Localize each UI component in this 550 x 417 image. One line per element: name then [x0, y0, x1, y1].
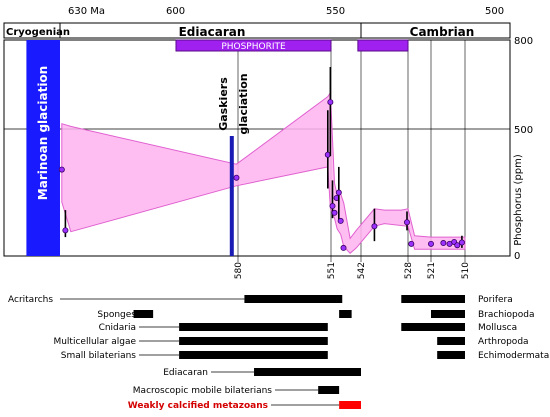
taxon-bar-9-0	[431, 310, 465, 318]
data-point-4	[327, 99, 334, 106]
period-header: Cryogenian Ediacaran Cambrian	[3, 22, 511, 39]
taxon-label-1: Sponges	[97, 310, 136, 320]
bottom-tick-label-510: 510	[461, 262, 471, 279]
gaskiers-label-line2: glaciation	[237, 73, 250, 134]
phosphorus-envelope	[61, 91, 466, 254]
data-point-0	[58, 166, 65, 173]
period-header-box	[3, 22, 511, 39]
right-tick-label-500: 500	[514, 125, 533, 136]
taxon-bar-3-0	[179, 337, 328, 345]
right-axis: 800 500 0 Phosphorus (ppm)	[513, 36, 533, 262]
data-point-10	[340, 244, 347, 251]
taxon-label-10: Mollusca	[478, 323, 517, 333]
bottom-tick-label-551: 551	[327, 262, 337, 279]
data-point-19	[458, 239, 465, 246]
taxon-bar-4-0	[179, 351, 328, 359]
taxon-bar-2-0	[179, 323, 328, 331]
vertical-gridlines	[237, 40, 466, 256]
data-point-5	[329, 203, 336, 210]
taxon-bar-5-1	[314, 368, 358, 376]
bottom-tick-label-521: 521	[427, 262, 437, 279]
data-point-18	[454, 242, 461, 249]
taxon-label-0: Acritarchs	[8, 295, 53, 305]
top-tick-label-630: 630 Ma	[68, 6, 105, 17]
taxon-bar-0-0	[244, 295, 331, 303]
taxon-label-8: Porifera	[478, 295, 513, 305]
data-point-2	[233, 174, 240, 181]
taxon-label-6: Macroscopic mobile bilaterians	[133, 386, 273, 396]
data-point-12	[403, 219, 410, 226]
taxon-label-2: Cnidaria	[99, 323, 136, 333]
data-points	[58, 67, 465, 251]
data-point-9	[337, 217, 344, 224]
top-tick-label-600: 600	[166, 6, 185, 17]
phosphorite-bar-cambrian	[357, 39, 409, 52]
taxon-label-7: Weakly calcified metazoans	[128, 401, 268, 411]
data-point-1	[62, 227, 69, 234]
taxon-label-4: Small bilaterians	[61, 351, 137, 361]
bottom-tick-label-528: 528	[404, 262, 414, 279]
data-point-11	[371, 223, 378, 230]
taxon-bar-12-0	[437, 351, 465, 359]
taxon-bar-6-0	[318, 386, 340, 394]
data-point-13	[408, 240, 415, 247]
right-tick-label-0: 0	[514, 251, 520, 262]
bottom-axis: 580 551 542 528 521 510	[234, 256, 471, 279]
bottom-tick-label-542: 542	[357, 262, 367, 279]
taxon-bar-7-0	[339, 401, 361, 409]
top-axis: 630 Ma 600 550 500	[68, 6, 504, 17]
taxon-label-12: Echimodermata	[478, 351, 549, 361]
taxon-bar-10-0	[401, 323, 465, 331]
period-label-cryogenian: Cryogenian	[6, 27, 70, 38]
phosphorite-bar-ediacaran	[175, 39, 332, 52]
taxon-label-5: Ediacaran	[163, 368, 208, 378]
taxon-bar-11-0	[437, 337, 465, 345]
taxon-bar-1-0	[133, 310, 154, 318]
right-tick-label-800: 800	[514, 36, 533, 47]
top-tick-label-500: 500	[485, 6, 504, 17]
period-label-ediacaran: Ediacaran	[179, 25, 246, 39]
marinoan-glaciation-label: Marinoan glaciation	[36, 66, 50, 200]
data-point-8	[335, 189, 342, 196]
data-point-6	[331, 209, 338, 216]
top-tick-label-550: 550	[326, 6, 345, 17]
y-axis-label: Phosphorus (ppm)	[513, 154, 524, 246]
taxon-label-9: Brachiopoda	[478, 310, 535, 320]
gaskiers-label-line1: Gaskiers	[217, 77, 230, 131]
bottom-tick-label-580: 580	[234, 262, 244, 279]
period-label-cambrian: Cambrian	[410, 25, 475, 39]
plot-area: PHOSPHORITE Marinoan glaciation Gaskiers…	[3, 39, 511, 257]
taxa-ranges: Acritarchs Sponges Cnidaria Multicellular a…	[8, 295, 549, 411]
gaskiers-glaciation-bar	[229, 136, 234, 256]
phosphorite-label: PHOSPHORITE	[221, 42, 286, 52]
data-point-14	[427, 240, 434, 247]
data-point-15	[440, 240, 447, 247]
taxon-label-11: Arthropoda	[478, 337, 529, 347]
taxon-bar-8-0	[401, 295, 465, 303]
taxon-bar-0-2	[331, 295, 340, 303]
taxon-label-3: Multicellular algae	[53, 337, 136, 347]
taxon-bar-5-0	[254, 368, 361, 376]
marinoan-glaciation-bar	[26, 40, 60, 256]
taxon-bar-1-1	[339, 310, 352, 318]
